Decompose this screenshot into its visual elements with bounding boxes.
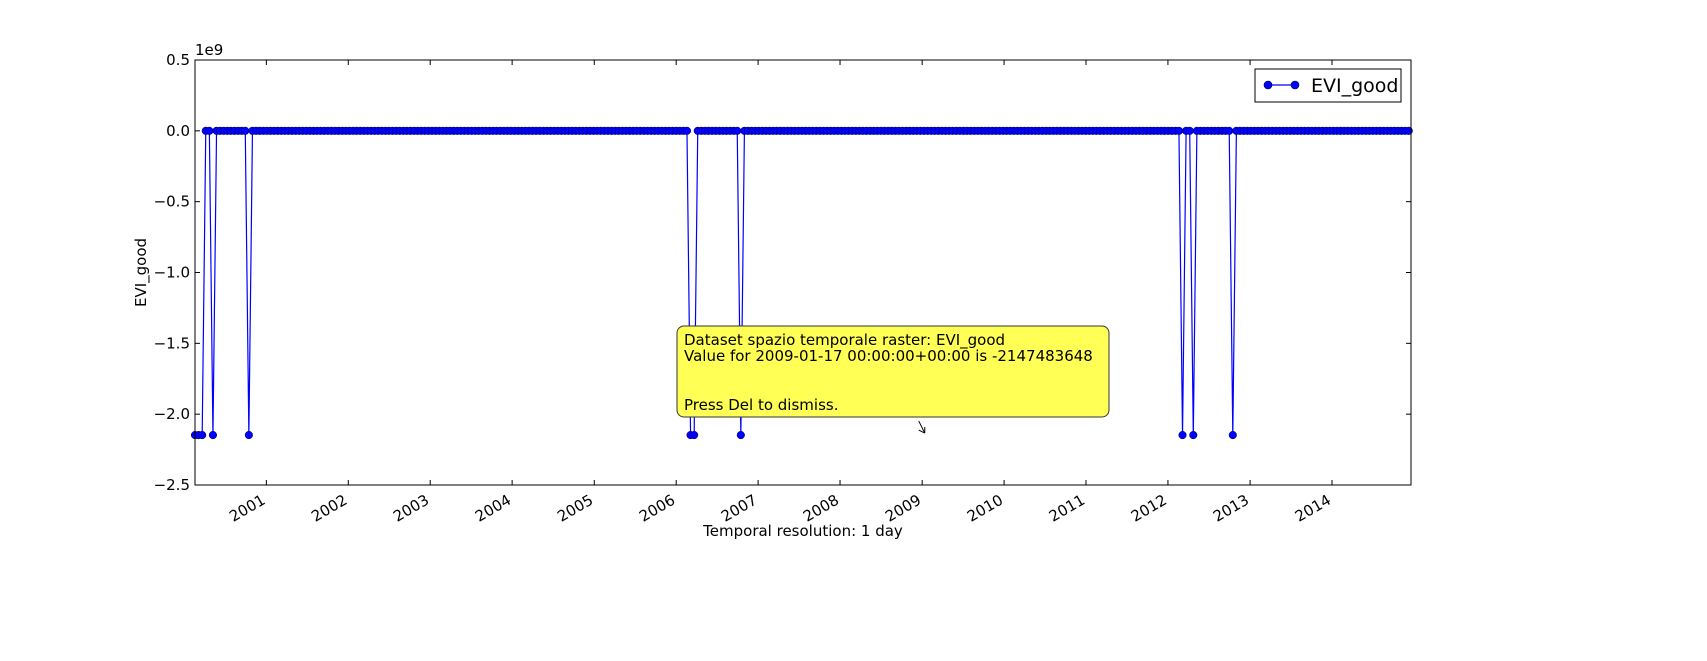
x-tick-label: 2004 [472,491,514,526]
x-axis-label: Temporal resolution: 1 day [702,522,903,540]
value-tooltip: Dataset spazio temporale raster: EVI_goo… [676,325,1110,434]
data-point [208,431,217,440]
tooltip-dataset-text: Dataset spazio temporale raster: EVI_goo… [684,331,1005,350]
x-tick-label: 2002 [308,491,350,526]
data-point [241,126,250,135]
y-axis-scale-note: 1e9 [195,41,223,59]
y-tick-label: 0.5 [166,51,190,69]
legend-label-evi-good: EVI_good [1311,75,1398,97]
x-tick-label: 2008 [800,491,842,526]
data-point [736,431,745,440]
data-point [1228,431,1237,440]
y-axis-label: EVI_good [132,238,151,307]
x-tick-label: 2012 [1128,491,1170,526]
data-point [1174,126,1183,135]
data-point [244,431,253,440]
y-tick-label: −1.0 [154,264,190,282]
y-axis: 0.5 0.0 −0.5 −1.0 −1.5 −2.0 −2.5 [154,51,1411,494]
x-tick-label: 2010 [964,491,1006,526]
legend-marker [1263,80,1273,90]
data-point [1185,126,1194,135]
x-tick-label: 2005 [554,491,596,526]
x-tick-label: 2014 [1292,491,1334,526]
data-point [690,431,699,440]
data-point [1225,126,1234,135]
tooltip-value-text: Value for 2009-01-17 00:00:00+00:00 is -… [684,347,1093,365]
data-point [1189,431,1198,440]
x-tick-label: 2011 [1046,491,1088,526]
legend: EVI_good [1254,68,1402,103]
y-tick-label: −2.0 [154,405,190,423]
x-tick-label: 2013 [1210,491,1252,526]
plot-frame [194,59,1412,486]
x-tick-label: 2007 [718,491,760,526]
x-tick-label: 2003 [390,491,432,526]
x-tick-label: 2009 [882,491,924,526]
data-point [733,126,742,135]
x-tick-label: 2001 [226,491,268,526]
data-point [682,126,692,135]
legend-marker [1290,80,1300,90]
tooltip-dismiss-hint: Press Del to dismiss. [684,396,838,414]
tooltip-arrow-icon [918,420,926,434]
data-point [198,431,207,440]
y-tick-label: −2.5 [154,476,190,494]
y-tick-label: −0.5 [154,193,190,211]
series-evi-good [190,126,1413,440]
y-tick-label: 0.0 [166,122,190,140]
x-tick-label: 2006 [636,491,678,526]
data-point [205,126,214,135]
y-tick-label: −1.5 [154,334,190,352]
data-point [1178,431,1187,440]
tooltip-box [676,325,1110,418]
